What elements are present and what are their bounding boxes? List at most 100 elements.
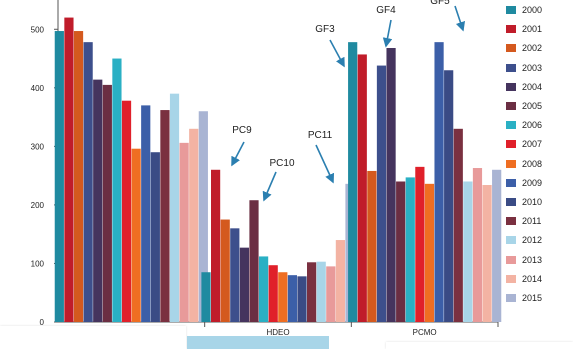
legend-swatch: [506, 140, 516, 149]
legend-item: 2007: [506, 137, 542, 151]
legend-swatch: [506, 82, 516, 91]
legend-swatch: [506, 217, 516, 226]
legend-swatch: [506, 121, 516, 130]
bar: [472, 168, 483, 322]
legend-label: 2015: [522, 293, 543, 303]
annotation-label: GF4: [376, 5, 396, 16]
y-tick-label: 200: [31, 201, 45, 210]
annotation-arrow: [315, 144, 335, 184]
bottom-strip-left: [0, 326, 186, 349]
annotation-label: PC10: [269, 158, 294, 169]
x-tick-label: HDEO: [266, 328, 289, 337]
annotation-arrow: [231, 141, 245, 167]
legend-swatch: [506, 63, 516, 72]
bar: [239, 247, 249, 322]
bar: [348, 42, 358, 322]
bar: [83, 42, 93, 322]
legend-item: 2011: [506, 214, 541, 228]
legend-swatch: [506, 274, 516, 283]
legend-item: 2003: [506, 61, 542, 75]
bar: [220, 219, 230, 322]
bottom-strip-right: [386, 342, 573, 349]
bar: [307, 262, 317, 322]
bar: [201, 272, 211, 322]
bar: [335, 240, 345, 322]
legend-item: 2013: [506, 253, 542, 267]
bar: [268, 265, 278, 322]
bar: [357, 54, 367, 323]
legend-swatch: [506, 159, 516, 168]
legend-swatch: [506, 178, 516, 187]
bar: [198, 111, 208, 323]
bar: [249, 200, 259, 322]
bar: [131, 148, 141, 322]
legend-swatch: [506, 198, 516, 206]
bar: [121, 100, 132, 322]
bar: [259, 256, 269, 322]
bar: [54, 31, 64, 323]
legend-label: 2011: [522, 216, 542, 227]
legend-item: 2012: [506, 233, 542, 247]
legend-label: 2004: [522, 81, 543, 92]
y-tick-label: 0: [40, 318, 45, 327]
legend-label: 2001: [522, 24, 543, 35]
legend-item: 2010: [506, 195, 542, 209]
bar: [396, 181, 406, 322]
bar: [415, 166, 425, 322]
legend-item: 2015: [506, 291, 542, 305]
bar: [102, 84, 112, 323]
legend-label: 2007: [522, 139, 543, 150]
legend-swatch: [506, 25, 516, 34]
legend-swatch: [506, 236, 516, 245]
annotation-label: GF5: [430, 0, 450, 7]
bar: [434, 42, 444, 322]
bar: [93, 79, 103, 322]
bar: [189, 128, 199, 322]
annotation-arrow: [454, 5, 466, 32]
legend-label: 2002: [522, 43, 543, 54]
bar: [376, 65, 387, 322]
legend-item: 2009: [506, 176, 542, 190]
bar: [444, 70, 454, 322]
annotation-label: GF3: [315, 24, 335, 35]
bar: [169, 93, 180, 322]
bar: [73, 31, 84, 323]
bar: [112, 58, 122, 322]
bar: [230, 228, 240, 322]
bar: [482, 185, 492, 322]
legend-label: 2012: [522, 235, 543, 246]
bar: [160, 110, 170, 322]
bar: [463, 181, 473, 322]
legend-label: 2009: [522, 177, 543, 188]
annotation-arrow: [329, 39, 345, 68]
annotation-arrow: [262, 171, 277, 202]
y-tick-label: 500: [31, 25, 45, 34]
legend-item: 2000: [506, 3, 542, 17]
legend-label: 2000: [522, 5, 543, 15]
bar: [453, 128, 463, 322]
legend-swatch: [506, 44, 516, 53]
bar: [150, 152, 160, 322]
legend-swatch: [506, 255, 516, 264]
bar: [326, 266, 336, 322]
legend-item: 2008: [506, 157, 542, 171]
bar: [367, 170, 377, 322]
legend-item: 2005: [506, 99, 542, 113]
bar: [297, 276, 307, 322]
annotation-label: PC9: [232, 125, 252, 136]
legend-swatch: [506, 102, 516, 110]
bar: [278, 272, 288, 322]
legend-label: 2003: [522, 62, 543, 73]
bar: [316, 261, 326, 322]
legend-swatch: [506, 6, 516, 14]
legend-label: 2014: [522, 273, 543, 284]
y-tick-label: 300: [31, 142, 45, 151]
x-tick-label: PCMO: [413, 328, 437, 337]
legend-item: 2002: [506, 41, 542, 55]
legend-label: 2005: [522, 101, 543, 111]
y-tick-label: 400: [31, 84, 45, 93]
legend-label: 2006: [522, 120, 543, 131]
legend-item: 2001: [506, 22, 542, 36]
